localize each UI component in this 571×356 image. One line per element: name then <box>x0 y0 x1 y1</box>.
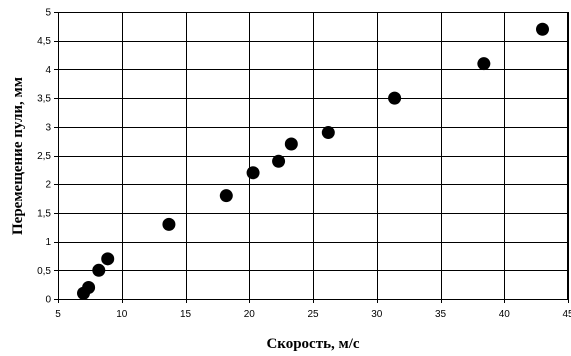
data-point <box>162 217 176 231</box>
x-tick-label: 5 <box>55 309 61 320</box>
data-point <box>477 57 491 71</box>
data-point <box>284 137 298 151</box>
y-tick-label: 3 <box>45 122 51 133</box>
data-point <box>92 263 106 277</box>
x-tick-label: 35 <box>435 309 447 320</box>
x-tick-label: 20 <box>244 309 256 320</box>
x-axis-tick-labels: 5 10 15 20 25 30 35 40 45 <box>55 309 571 320</box>
x-tick-label: 30 <box>371 309 383 320</box>
x-tick-label: 15 <box>180 309 192 320</box>
data-point <box>82 281 96 295</box>
x-tick-label: 10 <box>116 309 128 320</box>
y-tick-label: 1,5 <box>37 208 51 219</box>
y-axis-tick-labels: 0 0,5 1 1,5 2 2,5 3 3,5 4 4,5 5 <box>37 8 51 306</box>
y-tick-label: 4,5 <box>37 36 51 47</box>
axes <box>54 12 569 303</box>
data-point <box>246 166 260 180</box>
x-tick-label: 25 <box>307 309 319 320</box>
y-tick-label: 2,5 <box>37 151 51 162</box>
y-tick-label: 5 <box>45 8 51 19</box>
x-axis-title: Скорость, м/с <box>266 336 359 352</box>
data-point <box>388 91 402 105</box>
y-tick-label: 3,5 <box>37 94 51 105</box>
y-tick-label: 4 <box>45 65 51 76</box>
y-tick-label: 1 <box>45 237 51 248</box>
data-point <box>272 154 286 168</box>
y-axis-title: Перемещение пули, мм <box>10 77 26 235</box>
y-tick-label: 2 <box>45 180 51 191</box>
plot-frame <box>58 12 568 300</box>
gridlines <box>58 12 569 300</box>
x-tick-label: 45 <box>562 309 571 320</box>
y-tick-label: 0 <box>45 295 51 306</box>
y-tick-label: 0,5 <box>37 266 51 277</box>
data-points <box>77 22 549 300</box>
data-point <box>536 22 549 36</box>
data-point <box>321 126 335 140</box>
data-point <box>101 252 115 266</box>
x-tick-label: 40 <box>499 309 511 320</box>
data-point <box>219 189 233 203</box>
